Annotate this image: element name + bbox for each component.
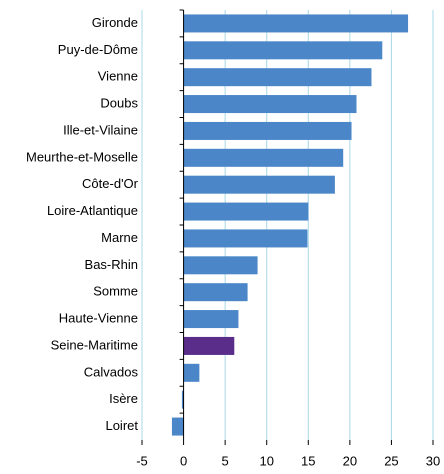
x-tick-label: 20 [343,453,357,468]
y-tick-label: Calvados [84,364,139,379]
x-tick-label: -5 [136,453,148,468]
bar [171,417,184,436]
y-tick-label: Meurthe-et-Moselle [26,149,138,164]
y-tick-label: Côte-d'Or [82,176,139,191]
bar [183,363,200,382]
bar [183,148,344,167]
x-tick-label: 25 [384,453,398,468]
bar [183,283,248,302]
y-tick-label: Bas-Rhin [85,257,138,272]
y-tick-label: Puy-de-Dôme [58,42,138,57]
y-tick-label: Somme [93,284,138,299]
x-tick-label: 30 [426,453,440,468]
y-tick-label: Vienne [98,69,138,84]
bar [183,41,383,60]
bar [181,390,184,409]
y-tick-label: Doubs [100,96,138,111]
bar [183,229,308,248]
x-tick-label: 5 [222,453,229,468]
bar [183,202,309,221]
bar [183,14,409,33]
x-tick-label: 15 [301,453,315,468]
bar [183,310,239,329]
bar [183,95,357,114]
y-tick-label: Gironde [92,15,138,30]
x-tick-label: 0 [180,453,187,468]
bar [183,336,235,355]
y-tick-label: Seine-Maritime [51,337,138,352]
bar [183,175,335,194]
bar [183,256,258,275]
y-tick-label: Isère [109,391,138,406]
y-tick-label: Loiret [105,418,138,433]
y-tick-label: Loire-Atlantique [47,203,138,218]
y-tick-label: Ille-et-Vilaine [63,122,138,137]
y-tick-label: Haute-Vienne [59,311,138,326]
x-tick-label: 10 [259,453,273,468]
bar [183,68,372,87]
bar [183,121,352,140]
y-tick-label: Marne [101,230,138,245]
